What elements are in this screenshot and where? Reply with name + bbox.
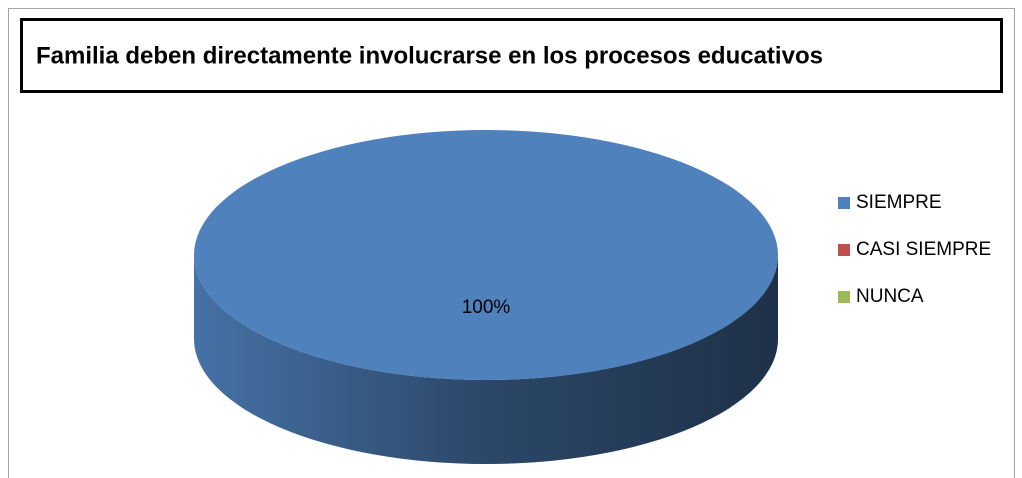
side-shade (194, 255, 778, 464)
legend-label: NUNCA (856, 286, 924, 307)
pie-slice (194, 130, 778, 380)
legend-swatch (838, 291, 850, 303)
chart-title: Familia deben directamente involucrarse … (36, 42, 823, 69)
title-box (20, 18, 1003, 93)
data-label: 100% (462, 297, 511, 318)
legend: SIEMPRE CASI SIEMPRE NUNCA (838, 192, 991, 307)
chart-frame (8, 8, 1015, 478)
legend-label: SIEMPRE (856, 192, 942, 213)
legend-label: CASI SIEMPRE (856, 239, 991, 260)
pie: 100% (194, 130, 778, 464)
legend-swatch (838, 197, 850, 209)
legend-swatch (838, 244, 850, 256)
